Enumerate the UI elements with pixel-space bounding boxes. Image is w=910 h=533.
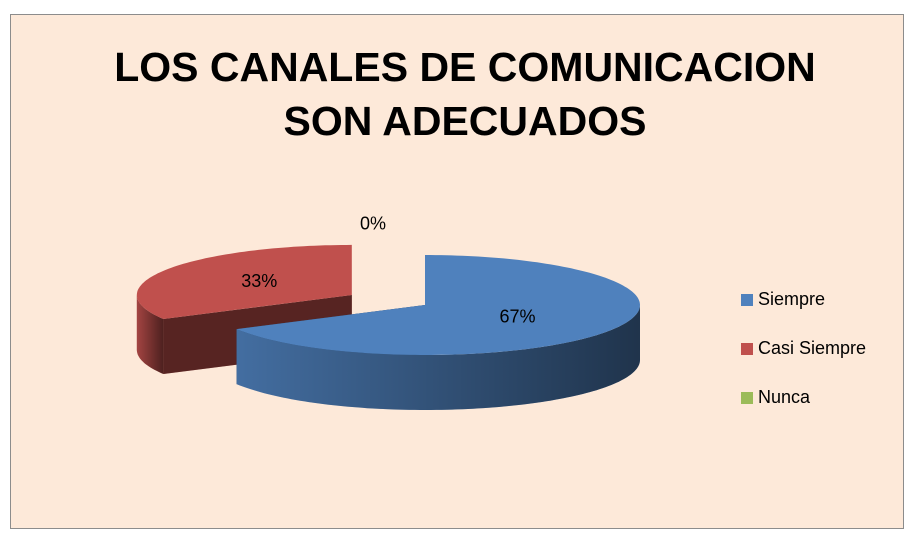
data-label: 33%: [241, 271, 277, 291]
slice-wall-shade: [236, 305, 640, 410]
legend-label: Siempre: [758, 289, 825, 309]
legend-swatch: [741, 343, 753, 355]
legend-swatch: [741, 294, 753, 306]
chart-title: LOS CANALES DE COMUNICACION SON ADECUADO…: [114, 44, 816, 144]
legend-label: Casi Siempre: [758, 338, 866, 358]
slice-wall-shade: [136, 294, 164, 374]
slice: [236, 255, 640, 355]
slice: [136, 244, 352, 319]
legend-label: Nunca: [758, 387, 811, 407]
data-label: 0%: [360, 213, 386, 233]
legend-swatch: [741, 392, 753, 404]
data-label: 67%: [500, 306, 536, 326]
